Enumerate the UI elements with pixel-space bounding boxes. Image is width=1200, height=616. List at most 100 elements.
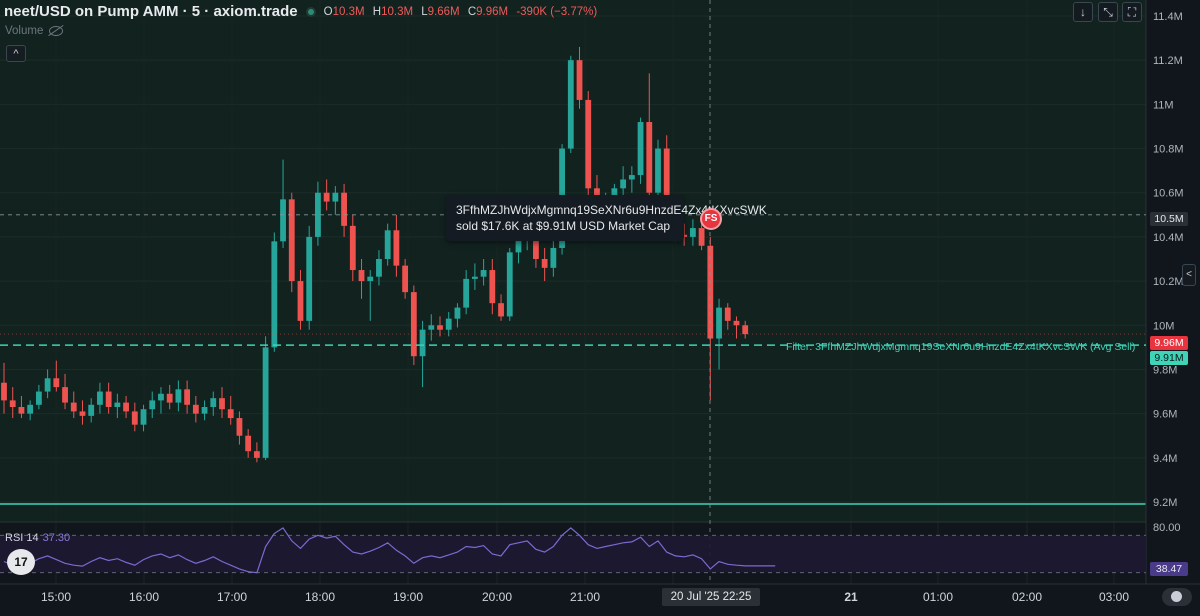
candle-body — [315, 192, 321, 237]
rsi-legend[interactable]: RSI 14 37.30 — [5, 532, 70, 544]
candle-body — [245, 435, 252, 452]
x-tick-label: 03:00 — [1099, 590, 1129, 604]
candle-body — [79, 411, 86, 416]
x-tick-label: 01:00 — [923, 590, 953, 604]
collapse-arrows-icon[interactable]: ⤡ — [1098, 2, 1118, 22]
candle-body — [88, 404, 95, 416]
candle-body — [376, 259, 382, 277]
candle-body — [44, 378, 51, 392]
rsi-band-fill — [0, 535, 1146, 573]
y-tick-label: 9.8M — [1153, 364, 1177, 376]
candle-body — [35, 391, 42, 405]
trade-tooltip: 3FfhMZJhWdjxMgmnq19SeXNr6u9HnzdE4Zx4tKXv… — [446, 195, 767, 241]
x-tick-label: 17:00 — [217, 590, 247, 604]
high-value: 10.3M — [381, 5, 414, 18]
candle-body — [227, 409, 234, 419]
candle-body — [97, 391, 103, 405]
candle-body — [280, 199, 286, 242]
candle-body — [384, 230, 391, 259]
close-value: 9.96M — [476, 5, 509, 18]
candle-body — [175, 389, 182, 403]
candle-body — [646, 122, 653, 193]
candle-body — [445, 318, 452, 330]
candle-body — [663, 148, 670, 220]
rsi-value-tag: 38.47 — [1150, 562, 1188, 576]
x-tick-label: 16:00 — [129, 590, 159, 604]
x-tick-label: 15:00 — [41, 590, 71, 604]
candle-body — [489, 270, 496, 304]
candle-body — [288, 199, 295, 282]
y-tick-label: 9.4M — [1153, 453, 1177, 465]
candle-body — [742, 325, 749, 335]
y-tick-label: 10.8M — [1153, 144, 1184, 156]
settings-toggle-icon[interactable] — [1162, 588, 1192, 606]
candle-body — [707, 245, 714, 339]
fullscreen-icon[interactable]: ⛶ — [1122, 2, 1142, 22]
rsi-current-value: 37.30 — [42, 532, 71, 544]
chart-legend: neet/USD on Pump AMM · 5 · axiom.trade O… — [4, 3, 602, 20]
last-price-tag: 9.96M — [1150, 336, 1188, 350]
candle-body — [698, 228, 705, 246]
candle-body — [341, 192, 347, 226]
open-key: O — [323, 5, 333, 18]
symbol-title[interactable]: neet/USD on Pump AMM · 5 · axiom.trade — [4, 3, 298, 20]
candle-body — [149, 400, 156, 410]
tooltip-trade-info: sold $17.6K at $9.91M USD Market Cap — [456, 219, 671, 233]
chevron-left-icon[interactable]: < — [1182, 264, 1196, 286]
candle-body — [611, 188, 618, 198]
eye-off-icon[interactable] — [49, 26, 64, 36]
candle-body — [358, 270, 365, 282]
volume-row[interactable]: Volume — [5, 25, 64, 37]
candle-body — [166, 393, 173, 403]
y-tick-label: 10M — [1153, 320, 1174, 332]
candle-body — [158, 393, 164, 401]
candle-body — [192, 404, 199, 414]
tooltip-wallet: 3FfhMZJhWdjxMgmnq19SeXNr6u9HnzdE4Zx4tKXv… — [456, 203, 767, 217]
candle-body — [428, 325, 435, 330]
x-tick-label: 21:00 — [570, 590, 600, 604]
candle-body — [515, 236, 522, 253]
x-tick-label: 19:00 — [393, 590, 423, 604]
candle-body — [655, 148, 661, 193]
candle-body — [585, 99, 592, 189]
ohlc-readout: O10.3M H10.3M L9.66M C9.96M -390K (−3.77… — [324, 6, 603, 18]
candle-body — [567, 60, 574, 149]
candle-body — [131, 411, 138, 425]
volume-label: Volume — [5, 25, 44, 37]
chevron-up-icon[interactable]: ^ — [6, 45, 26, 62]
candle-body — [533, 225, 539, 259]
y-tick-label: 10.6M — [1153, 188, 1184, 200]
candle-body — [393, 230, 400, 266]
candle-body — [1, 382, 7, 401]
crosshair-price-tag: 10.5M — [1150, 212, 1188, 226]
avg-sell-price-tag: 9.91M — [1150, 351, 1188, 365]
candle-body — [210, 398, 217, 408]
candle-body — [123, 402, 129, 412]
rsi-name: RSI 14 — [5, 532, 39, 544]
candle-body — [332, 192, 339, 202]
y-tick-label: 11M — [1153, 99, 1174, 111]
candle-body — [27, 404, 34, 414]
candle-body — [236, 418, 243, 436]
candle-body — [681, 234, 688, 237]
price-axis-background — [1146, 0, 1200, 616]
candle-body — [9, 400, 16, 408]
candle-body — [576, 60, 583, 100]
x-tick-label: 18:00 — [305, 590, 335, 604]
high-key: H — [372, 5, 382, 18]
y-tick-label: 9.2M — [1153, 497, 1177, 509]
candle-body — [367, 276, 374, 282]
candle-body — [53, 378, 60, 388]
sell-marker-badge[interactable]: FS — [700, 208, 722, 230]
candle-body — [18, 407, 25, 414]
candle-body — [628, 175, 635, 180]
y-tick-label: 10.2M — [1153, 276, 1184, 288]
candle-body — [716, 307, 722, 339]
tradingview-logo-icon[interactable]: 17 — [7, 549, 35, 575]
arrow-down-icon[interactable]: ↓ — [1073, 2, 1093, 22]
candle-body — [637, 122, 644, 176]
crosshair-date-tag: 20 Jul '25 22:25 — [662, 588, 760, 606]
x-tick-label: 02:00 — [1012, 590, 1042, 604]
candle-body — [219, 398, 225, 410]
